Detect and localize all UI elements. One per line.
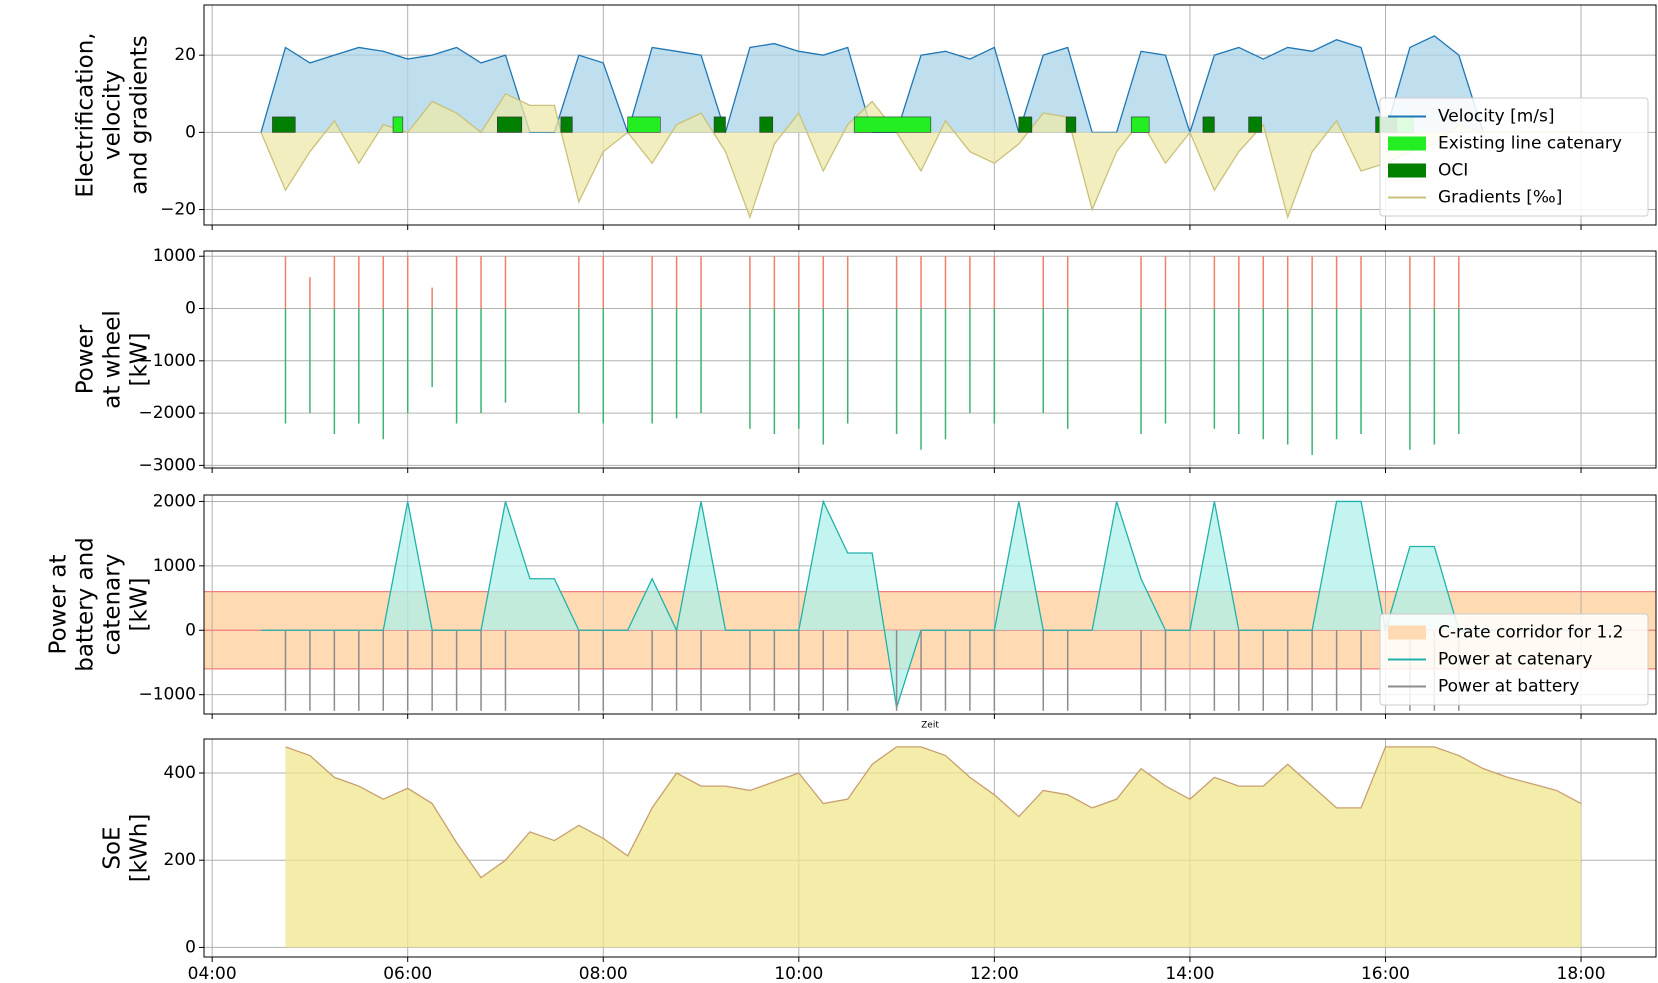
y-axis-label: [kW]: [127, 577, 153, 631]
legend-label: Velocity [m/s]: [1438, 107, 1555, 127]
y-tick-label: 0: [185, 299, 196, 319]
electrified-span: [392, 116, 404, 133]
legend-label: Power at battery: [1438, 677, 1579, 697]
area-fill: [261, 93, 1582, 218]
electrified-span: [1065, 116, 1077, 133]
y-axis-label: battery and: [73, 537, 99, 672]
x-axis-label: Zeit: [921, 721, 939, 731]
electrified-span: [1018, 116, 1033, 133]
series-group: [284, 256, 1460, 455]
y-tick-label: −3000: [138, 455, 196, 475]
legend-patch: [1388, 136, 1426, 151]
y-axis-label: Electrification,: [73, 32, 99, 197]
panel: −3000 −2000 −1000 0 1000 Power at wheel [kW]: [73, 246, 1657, 475]
axes-frame: [203, 250, 1657, 469]
x-tick-label: 06:00: [383, 964, 432, 983]
series-line: [285, 746, 1582, 879]
y-axis-label: Power at: [46, 555, 72, 655]
x-tick-label: 16:00: [1361, 964, 1410, 983]
x-tick-label: 14:00: [1165, 964, 1214, 983]
y-axis-label: [kW]: [127, 332, 153, 386]
y-axis-label: SoE: [100, 826, 126, 869]
y-axis-label: catenary: [100, 554, 126, 656]
y-tick-label: 0: [185, 122, 196, 142]
electrified-span: [713, 116, 726, 133]
y-tick-label: −1000: [138, 351, 196, 371]
legend-label: Existing line catenary: [1438, 134, 1622, 154]
y-tick-label: 400: [164, 763, 196, 783]
y-tick-label: 0: [185, 937, 196, 957]
electrified-span: [272, 116, 296, 133]
legend-box: [1379, 97, 1649, 217]
electrified-span: [1202, 116, 1215, 133]
x-tick-label: 12:00: [970, 964, 1019, 983]
legend-label: OCI: [1438, 161, 1468, 181]
y-axis-label: velocity: [100, 70, 126, 160]
series-group: [285, 746, 1582, 948]
axes-frame: [203, 738, 1657, 958]
legend: Velocity [m/s] Existing line catenary OCI G…: [1379, 97, 1649, 217]
y-tick-label: −2000: [138, 403, 196, 423]
y-tick-label: 2000: [153, 491, 196, 511]
electrified-span: [759, 116, 774, 133]
legend-label: Gradients [‰]: [1438, 188, 1562, 208]
y-axis-label: Power: [73, 324, 99, 394]
area-fill: [285, 746, 1582, 948]
y-tick-label: −1000: [138, 685, 196, 705]
y-tick-label: 20: [174, 45, 196, 65]
panel: −1000 0 1000 2000 Power at battery and catenar…: [46, 491, 1657, 731]
y-axis-label: at wheel: [100, 310, 126, 409]
axes-frame: [203, 4, 1657, 226]
legend: C-rate corridor for 1.2 Power at catenary…: [1379, 613, 1649, 706]
area-fill: [261, 35, 1582, 133]
y-tick-label: 200: [164, 850, 196, 870]
electrified-span: [1248, 116, 1262, 133]
legend-label: Power at catenary: [1438, 650, 1592, 670]
electrified-span: [853, 116, 932, 133]
legend-patch: [1388, 625, 1426, 640]
electrified-span: [1130, 116, 1150, 133]
series-line: [260, 92, 1582, 220]
x-tick-label: 18:00: [1557, 964, 1606, 983]
legend-patch: [1388, 163, 1426, 178]
axes-frame: [203, 494, 1657, 715]
y-axis-label: [kWh]: [127, 814, 153, 883]
y-tick-label: 0: [185, 620, 196, 640]
series-line: [260, 35, 1582, 135]
x-tick-label: 04:00: [188, 964, 237, 983]
electrified-span: [497, 116, 523, 133]
panel: 04:00 06:00 08:00 10:00 12:00 14:00 16:00 18:00…: [100, 738, 1657, 983]
electrified-span: [560, 116, 573, 133]
legend-box: [1379, 613, 1649, 706]
y-tick-label: 1000: [153, 246, 196, 266]
y-axis-label: and gradients: [127, 35, 153, 194]
legend-label: C-rate corridor for 1.2: [1438, 623, 1624, 643]
electrified-span: [627, 116, 661, 133]
x-tick-label: 08:00: [579, 964, 628, 983]
y-tick-label: 1000: [153, 556, 196, 576]
y-tick-label: −20: [160, 200, 196, 220]
panel: −20 0 20 Electrification, velocity and gradie…: [73, 4, 1657, 230]
x-tick-label: 10:00: [774, 964, 823, 983]
